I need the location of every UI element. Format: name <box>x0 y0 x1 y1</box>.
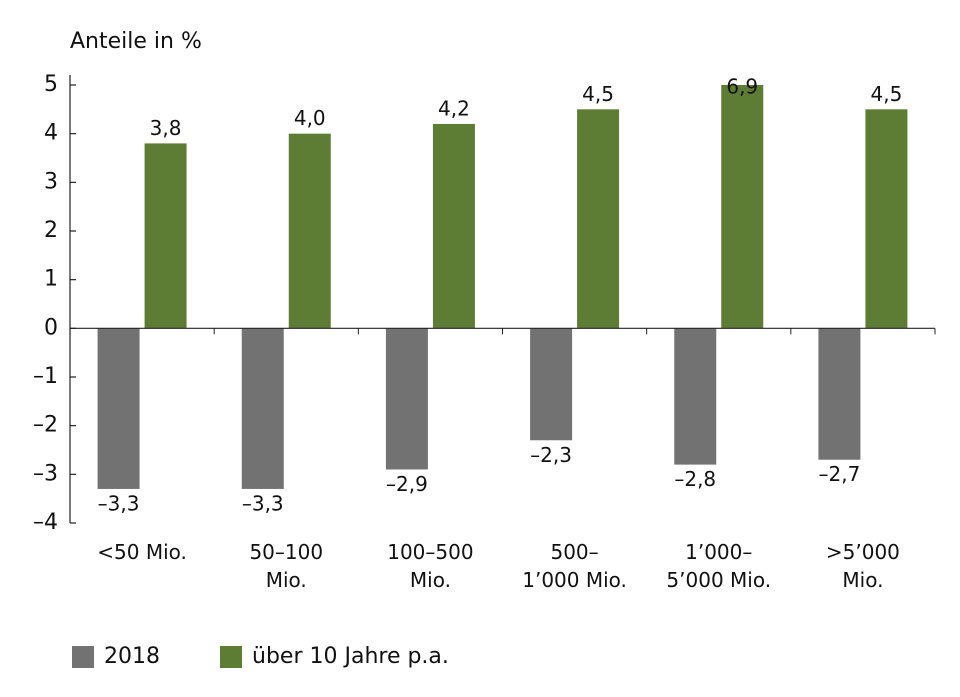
bar <box>721 85 764 329</box>
plot-area <box>97 85 908 489</box>
y-tick-label: 0 <box>44 315 58 340</box>
data-label: –2,7 <box>819 462 861 486</box>
y-tick-label: –2 <box>33 413 58 438</box>
x-tick-label: 50–100 Mio. <box>249 540 324 592</box>
bar <box>818 328 861 460</box>
bar <box>288 133 331 329</box>
y-tick-label: –3 <box>33 461 58 486</box>
x-tick-label: 500– 1’000 Mio. <box>522 540 627 592</box>
legend-swatch <box>72 645 94 668</box>
bar <box>385 328 428 470</box>
legend-label: 2018 <box>104 644 160 669</box>
data-label: 4,2 <box>438 96 470 120</box>
bar <box>144 143 187 329</box>
bar <box>577 109 620 329</box>
data-label: 6,9 <box>726 75 758 99</box>
bar <box>432 123 475 329</box>
data-label: 4,0 <box>294 106 326 130</box>
bar <box>865 109 908 329</box>
y-tick-label: 4 <box>44 121 58 146</box>
data-label: –3,3 <box>242 491 284 515</box>
data-label: –2,8 <box>674 467 716 491</box>
x-tick-label: 1’000– 5’000 Mio. <box>666 540 772 592</box>
bar <box>530 328 573 441</box>
bar <box>241 328 284 489</box>
bar <box>97 328 140 489</box>
legend-label: über 10 Jahre p.a. <box>252 644 449 669</box>
y-tick-label: 1 <box>44 267 58 292</box>
y-tick-label: 5 <box>44 72 58 97</box>
x-tick-label: >5’000 Mio. <box>825 540 900 592</box>
chart-title: Anteile in % <box>70 29 202 54</box>
bar <box>674 328 717 465</box>
y-tick-label: –1 <box>33 364 58 389</box>
legend-item: 2018 <box>72 644 160 669</box>
x-tick-label: <50 Mio. <box>97 540 187 564</box>
data-label: –2,3 <box>530 443 572 467</box>
data-label: –2,9 <box>386 472 428 496</box>
y-tick-label: 3 <box>44 169 58 194</box>
data-label: 4,5 <box>582 82 614 106</box>
legend-swatch <box>220 645 242 668</box>
data-label: 4,5 <box>871 82 903 106</box>
data-label: 3,8 <box>150 116 182 140</box>
y-tick-label: –4 <box>33 510 58 535</box>
y-tick-label: 2 <box>44 218 58 243</box>
data-label: –3,3 <box>98 491 140 515</box>
x-tick-label: 100–500 Mio. <box>387 540 474 592</box>
legend-item: über 10 Jahre p.a. <box>220 644 449 669</box>
